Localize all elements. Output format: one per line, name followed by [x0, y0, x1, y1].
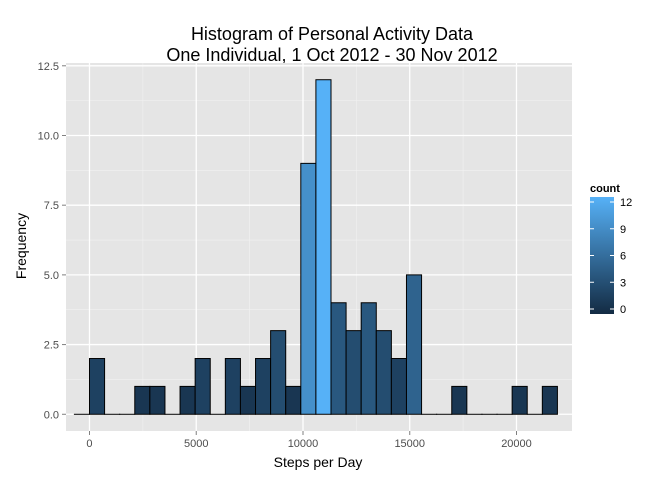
- y-axis-title: Frequency: [13, 213, 29, 279]
- histogram-bar: [179, 385, 196, 415]
- histogram-bar: [541, 385, 558, 415]
- x-tick-label: 5000: [184, 438, 208, 450]
- histogram-bar: [360, 302, 377, 415]
- legend-label: 6: [620, 251, 626, 263]
- x-tick-label: 10000: [288, 438, 319, 450]
- y-axis: 0.0 2.5 5.0 7.5 10.0 12.5: [38, 61, 66, 421]
- histogram-bar: [134, 385, 151, 415]
- x-tick-label: 15000: [394, 438, 425, 450]
- x-tick-label: 20000: [501, 438, 532, 450]
- y-tick-label: 5.0: [44, 270, 59, 282]
- legend-title: count: [590, 183, 620, 195]
- y-tick-label: 2.5: [44, 340, 59, 352]
- y-tick-label: 0.0: [44, 409, 59, 421]
- histogram-bar: [390, 358, 407, 415]
- histogram-bar: [285, 385, 302, 415]
- histogram-bar: [255, 358, 272, 415]
- histogram-bar: [88, 358, 106, 415]
- legend: count 0 3 6 9 12: [590, 183, 632, 316]
- y-tick-label: 10.0: [38, 130, 59, 142]
- histogram-bar: [239, 385, 257, 415]
- legend-label: 0: [620, 304, 626, 316]
- y-tick-label: 12.5: [38, 61, 59, 73]
- x-tick-label: 0: [86, 438, 92, 450]
- legend-label: 9: [620, 224, 626, 236]
- histogram-bar: [405, 274, 423, 415]
- histogram-bar: [345, 330, 362, 415]
- x-axis: 0 5000 10000 15000 20000: [86, 431, 532, 450]
- legend-label: 12: [620, 197, 632, 209]
- legend-label: 3: [620, 277, 626, 289]
- chart-title-line1: Histogram of Personal Activity Data: [191, 24, 474, 44]
- histogram-bar: [270, 330, 287, 415]
- histogram-bar: [300, 162, 317, 415]
- histogram-bar: [224, 358, 241, 415]
- histogram-bar: [451, 385, 468, 415]
- histogram-bar: [375, 330, 392, 415]
- histogram-bar: [149, 385, 166, 415]
- x-axis-title: Steps per Day: [274, 454, 363, 470]
- chart-title-line2: One Individual, 1 Oct 2012 - 30 Nov 2012: [166, 45, 497, 65]
- histogram-bar: [330, 302, 347, 415]
- histogram-bar: [511, 385, 528, 415]
- y-tick-label: 7.5: [44, 200, 59, 212]
- bars: [73, 79, 558, 415]
- histogram-bar: [194, 358, 211, 415]
- histogram-bar: [315, 79, 332, 415]
